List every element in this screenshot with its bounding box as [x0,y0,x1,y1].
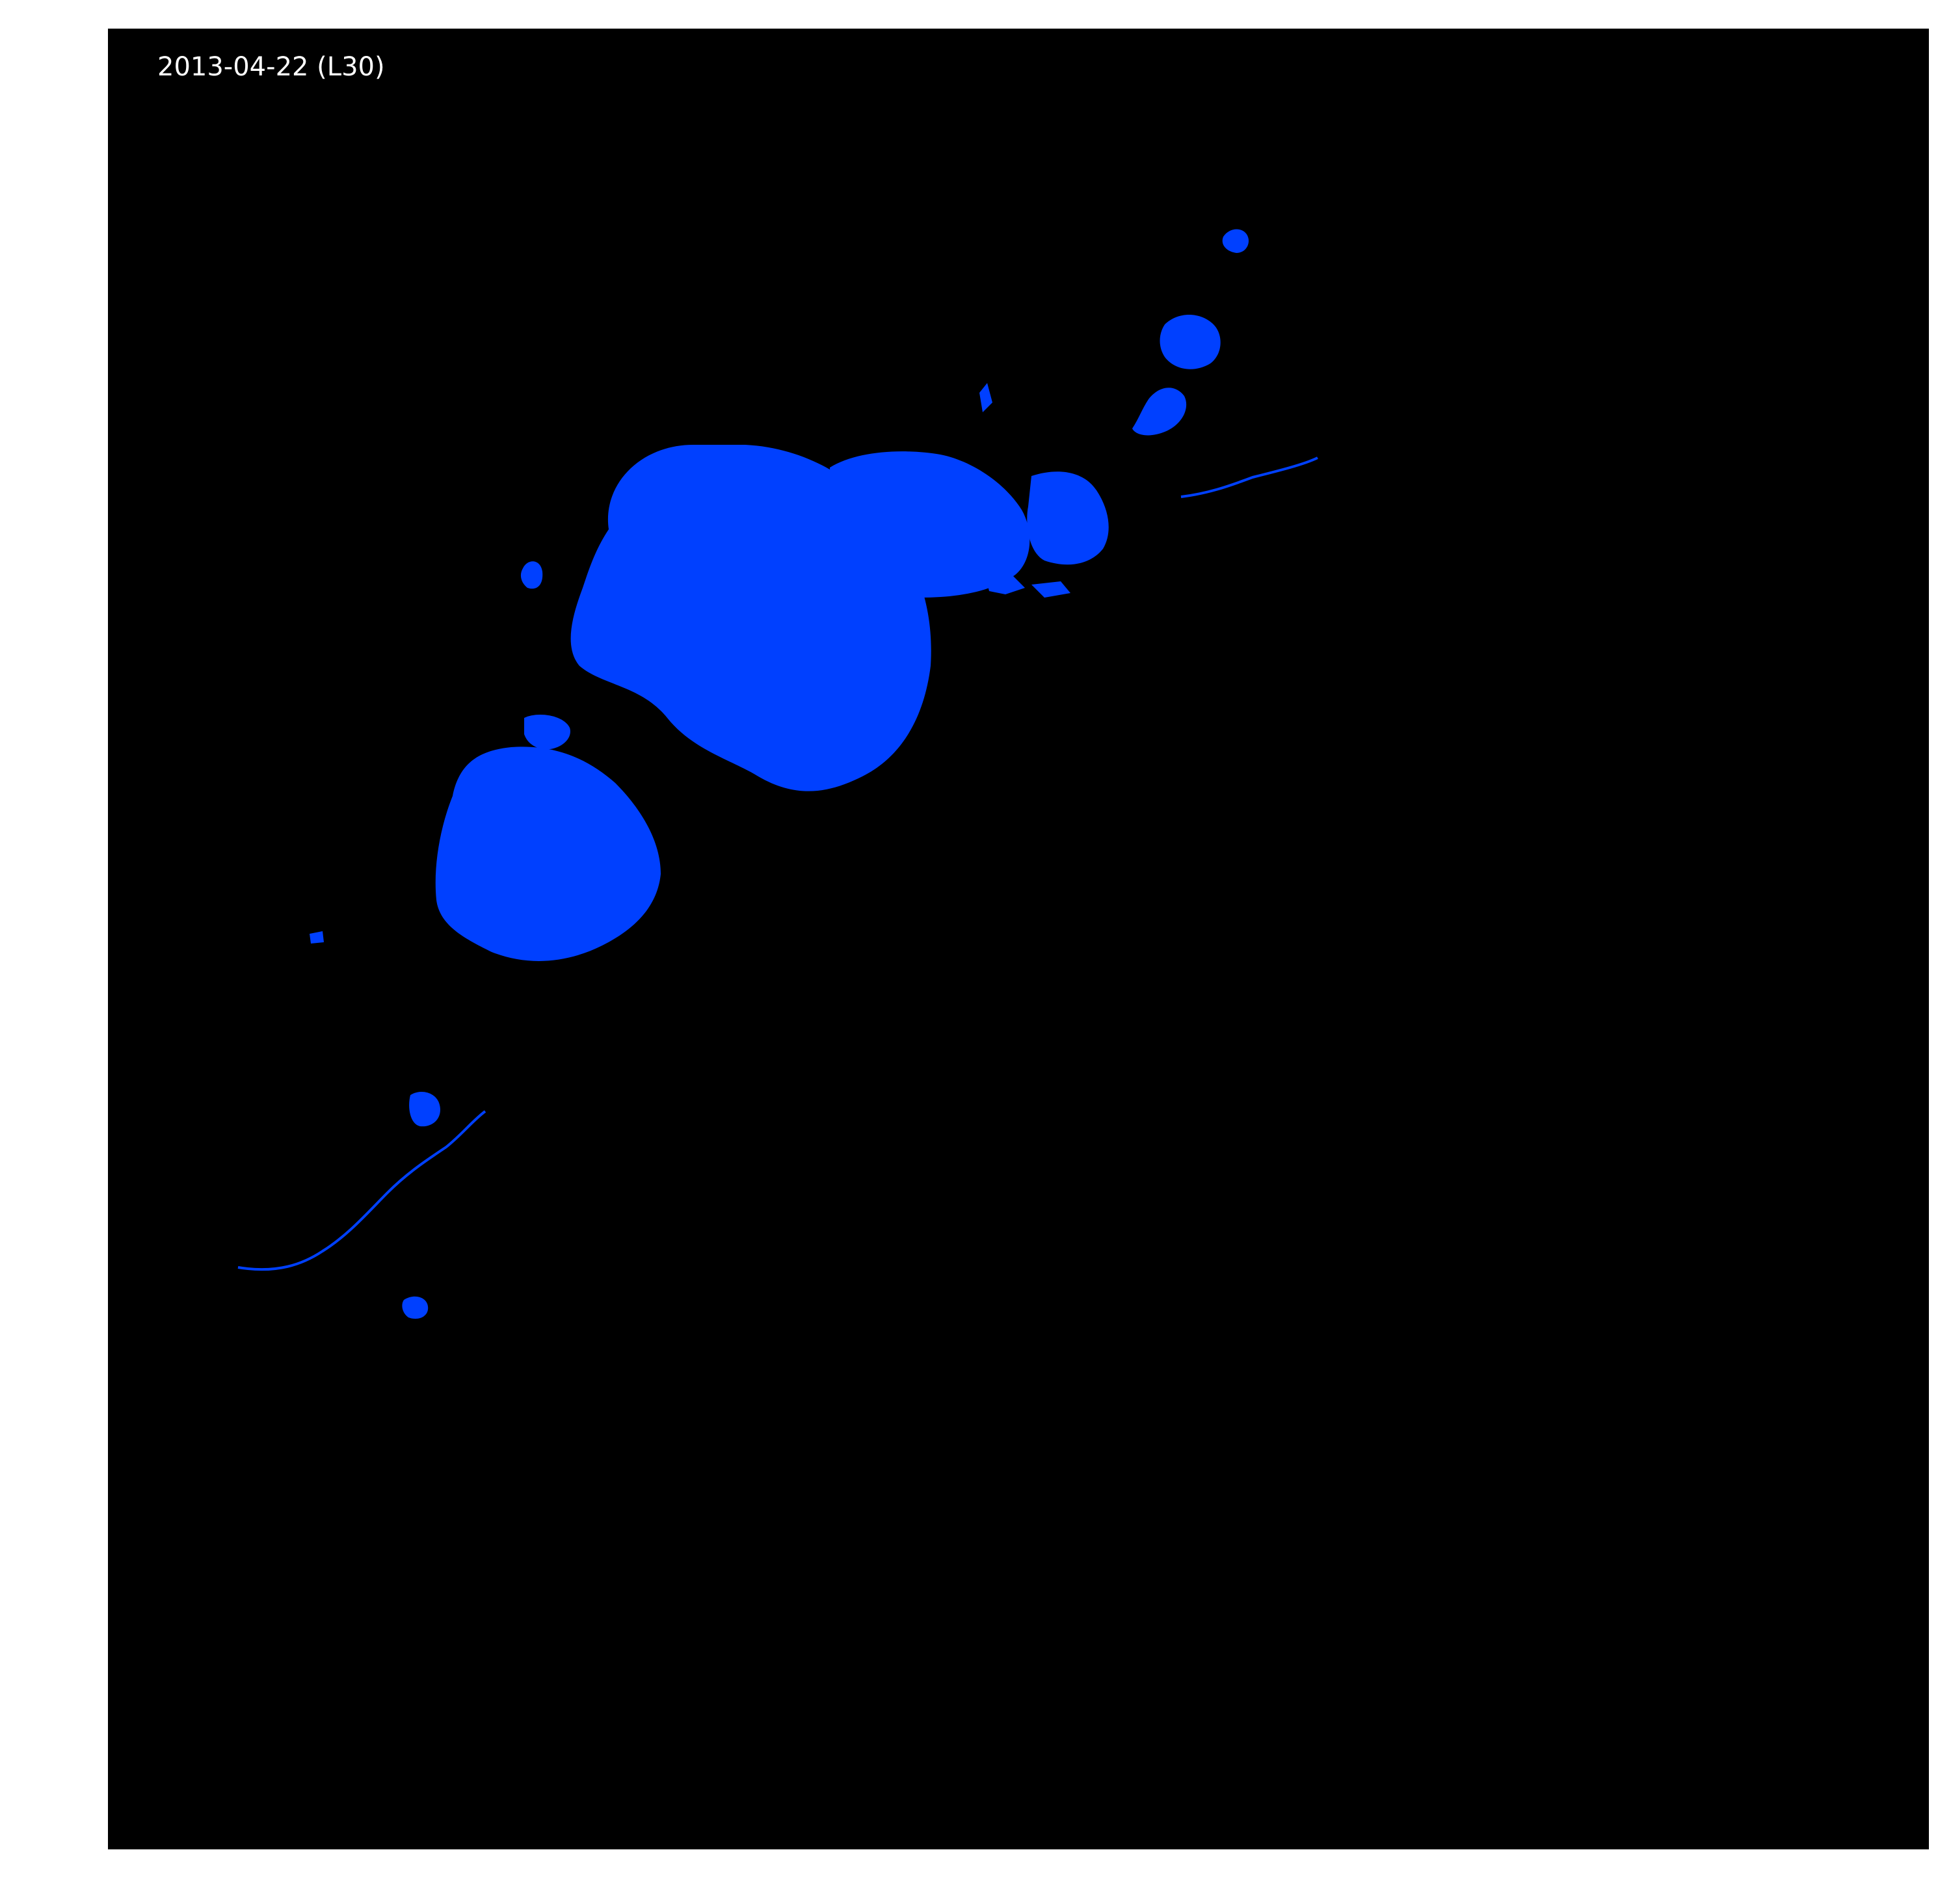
water-body-right-middle [1027,471,1108,564]
date-label: 2013-04-22 (L30) [157,52,385,82]
water-body-sw-2 [402,1297,428,1319]
water-fragment-2 [979,383,992,412]
water-fragment-6 [310,931,324,944]
water-mask-map: 2013-04-22 (L30) [108,29,1929,1849]
river-trace-sw [238,1111,485,1269]
river-trace-east [1181,458,1318,497]
water-body-lower-left [436,747,661,961]
water-mask-layer [108,29,1929,1849]
water-body-ne-1 [1160,315,1221,369]
water-body-west-1 [521,561,542,588]
water-fragment-4 [1031,581,1070,598]
water-body-west-2 [524,715,570,749]
water-body-ne-2 [1223,229,1249,253]
water-body-sw-1 [409,1092,440,1126]
water-fragment-3 [986,575,1025,594]
water-body-upper-middle [830,451,1029,598]
water-body-ne-3 [1132,388,1186,435]
